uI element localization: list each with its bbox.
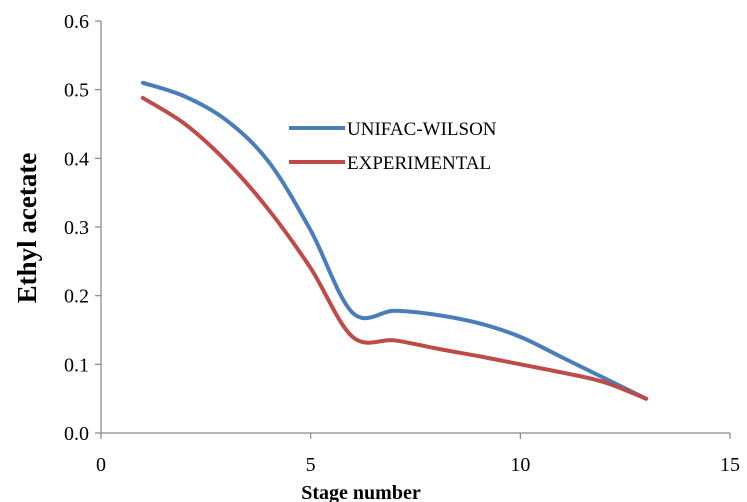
x-tick-label: 5 bbox=[306, 454, 316, 476]
legend: UNIFAC-WILSON EXPERIMENTAL bbox=[289, 119, 497, 174]
y-tick-label: 0.5 bbox=[64, 80, 89, 102]
y-tick-label: 0.2 bbox=[64, 286, 89, 308]
y-axis-title: Ethyl acetate bbox=[12, 153, 42, 304]
y-tick-label: 0.4 bbox=[64, 148, 89, 170]
legend-label-experimental: EXPERIMENTAL bbox=[347, 153, 491, 174]
x-tick-label: 15 bbox=[720, 454, 740, 476]
y-tick-label: 0.3 bbox=[64, 217, 89, 239]
y-tick-label: 0.6 bbox=[64, 11, 89, 33]
series-line-experimental bbox=[140, 95, 649, 401]
y-tick-label: 0.1 bbox=[64, 354, 89, 376]
legend-label-unifac-wilson: UNIFAC-WILSON bbox=[347, 119, 497, 140]
x-axis-title: Stage number bbox=[301, 482, 421, 502]
series-line-unifac-wilson bbox=[140, 80, 649, 401]
axes bbox=[100, 21, 730, 434]
x-tick-label: 0 bbox=[96, 454, 106, 476]
y-tick-label: 0.0 bbox=[64, 423, 89, 445]
x-tick-label: 10 bbox=[510, 454, 530, 476]
ticks: 0 5 10 15 0.0 0.1 0.2 0.3 0.4 0.5 0.6 bbox=[64, 11, 740, 476]
series-group bbox=[140, 80, 649, 401]
